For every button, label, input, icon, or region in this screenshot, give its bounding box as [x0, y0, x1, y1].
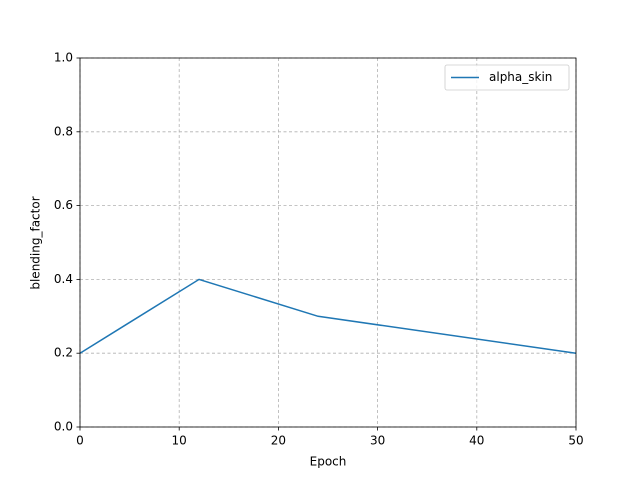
plot-frame	[79, 57, 577, 428]
x-tick-label: 10	[172, 434, 187, 448]
y-tick-label: 0.8	[54, 124, 73, 138]
line	[79, 278, 577, 354]
y-axis-label: blending_factor	[29, 196, 43, 289]
y-tick-label: 0.2	[54, 346, 73, 360]
x-tick-label: 40	[469, 434, 484, 448]
x-tick-label: 0	[76, 434, 84, 448]
legend-box	[444, 64, 570, 91]
y-tick-label: 1.0	[54, 51, 73, 65]
y-tick-label: 0.0	[54, 420, 73, 434]
x-axis-label: Epoch	[310, 455, 347, 469]
y-tick-label: 0.6	[54, 198, 73, 212]
x-tick-label: 20	[271, 434, 286, 448]
x-tick-label: 30	[370, 434, 385, 448]
x-tick-label: 50	[568, 434, 583, 448]
y-tick-label: 0.4	[54, 272, 73, 286]
legend-label: alpha_skin	[489, 70, 552, 84]
